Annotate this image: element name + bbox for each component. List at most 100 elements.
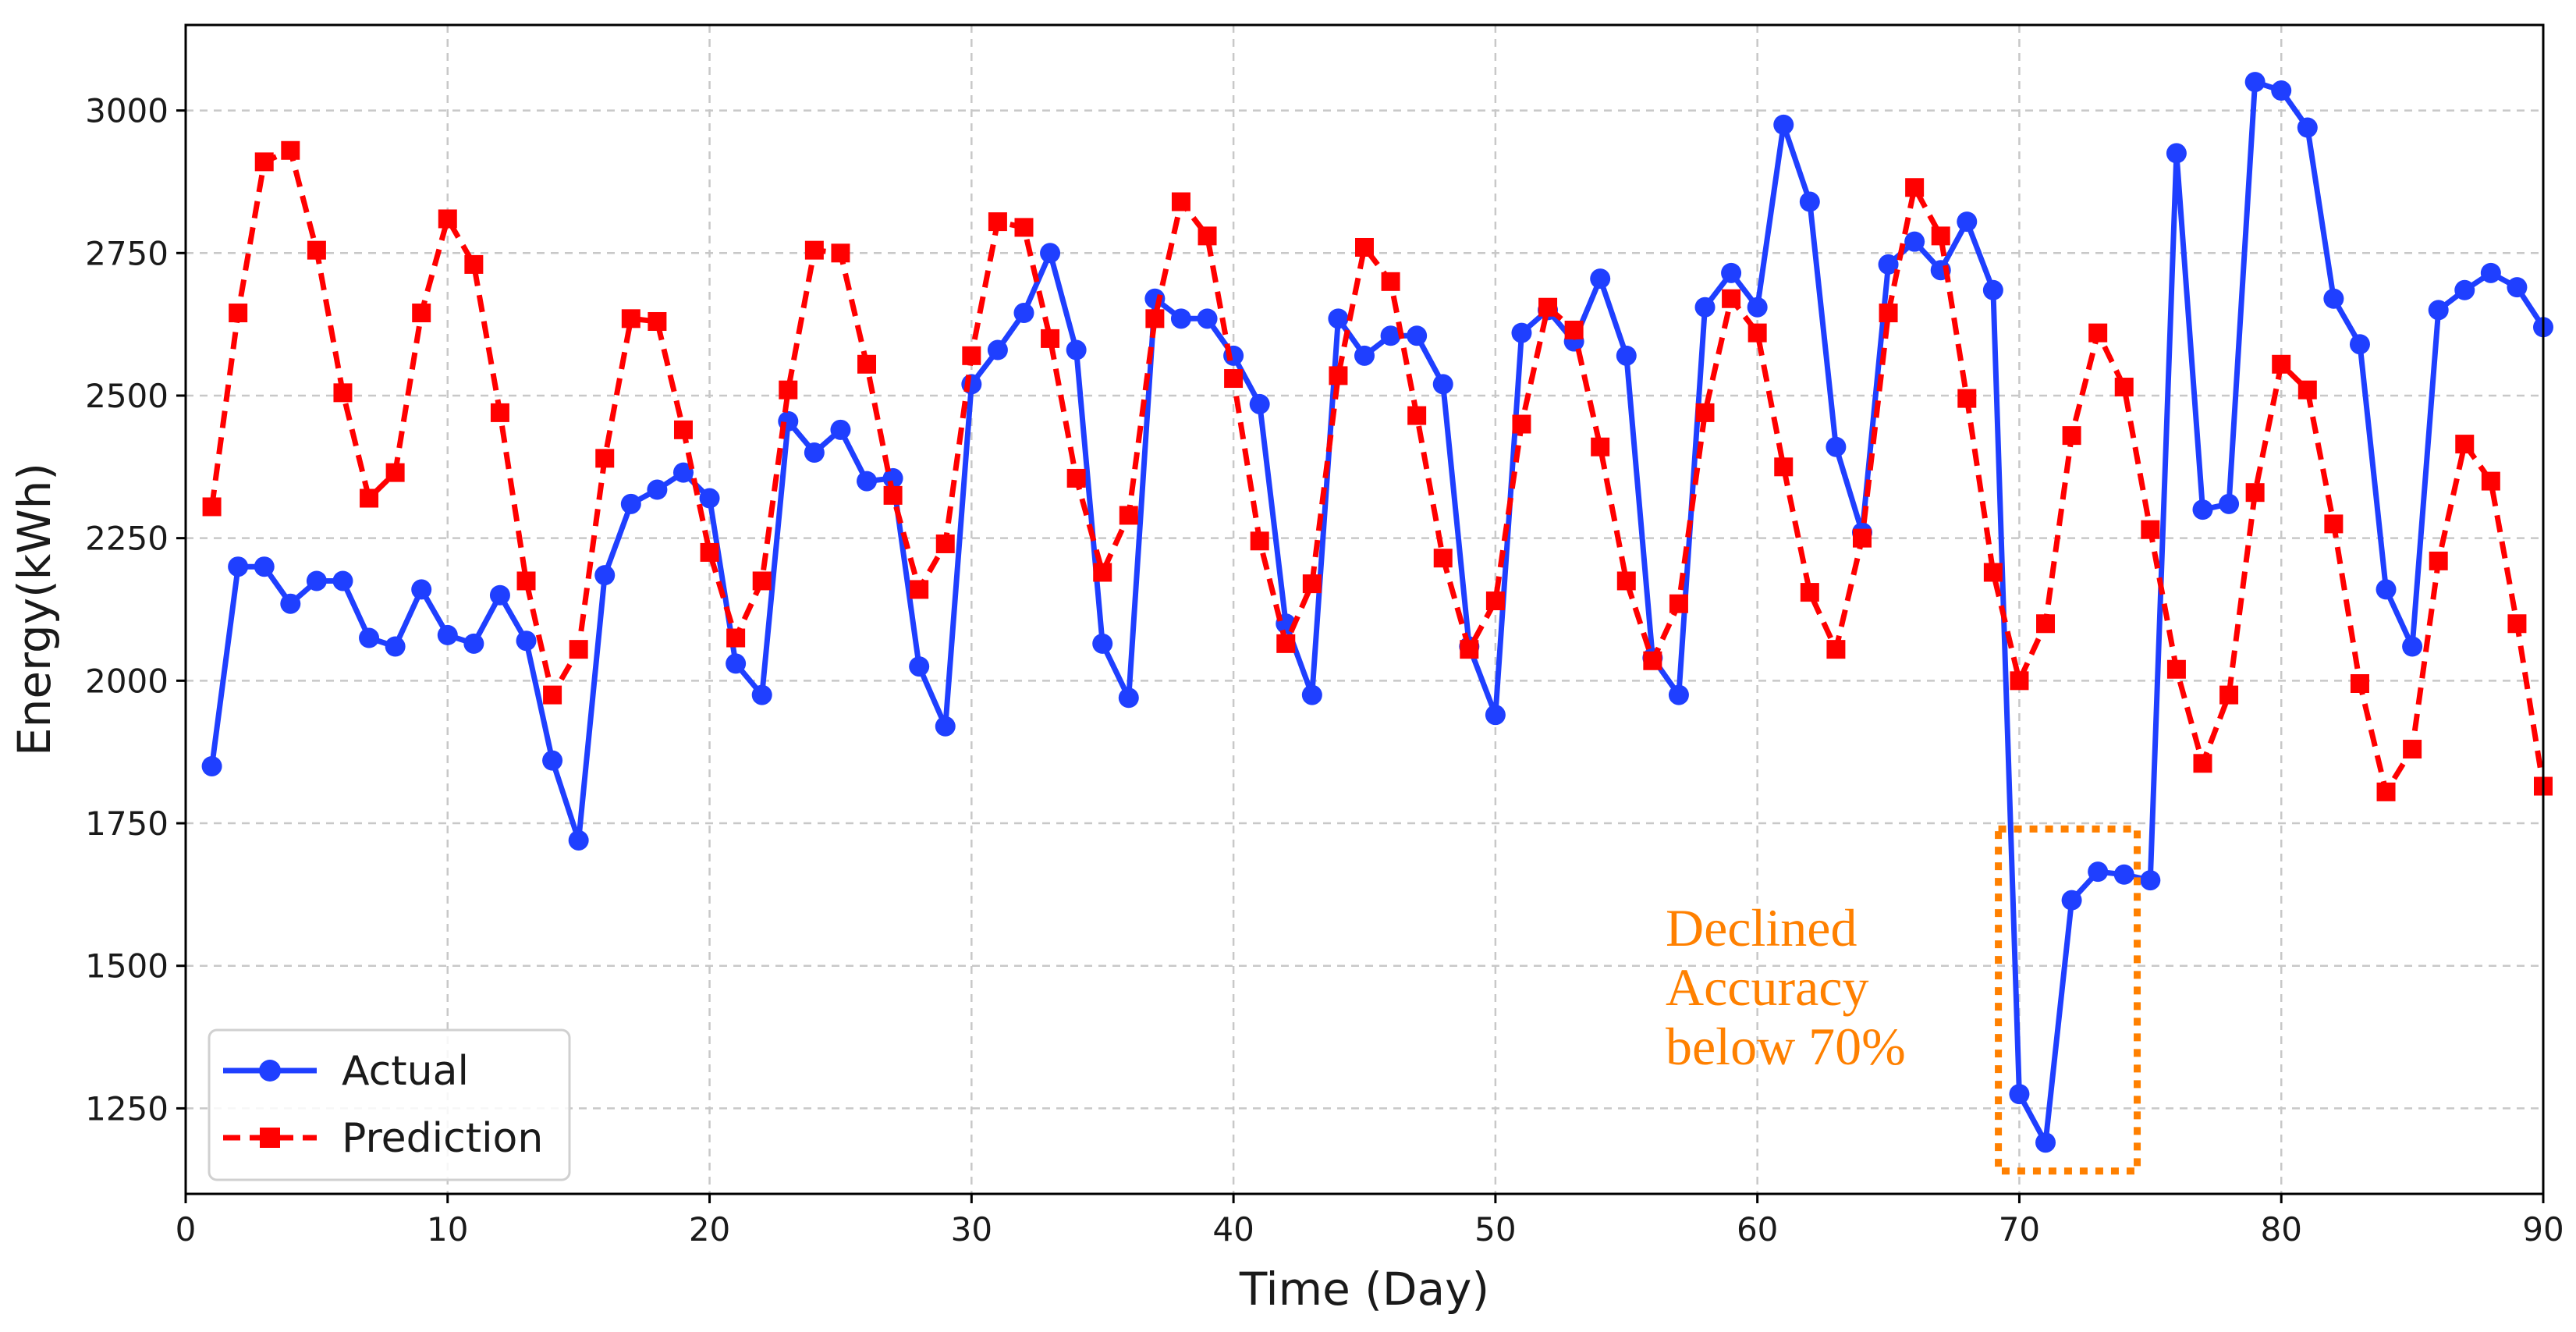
prediction-point xyxy=(254,152,274,172)
actual-point xyxy=(699,488,720,509)
prediction-point xyxy=(543,685,562,705)
prediction-point xyxy=(988,212,1007,232)
actual-point xyxy=(2349,334,2370,355)
prediction-point xyxy=(1433,549,1453,568)
prediction-point xyxy=(1198,226,1217,246)
axes: 0 10 20 30 40 50 60 70 80 90 1250 1500 1750 2000 2250 2… xyxy=(8,23,2564,1316)
prediction-point xyxy=(1616,571,1636,591)
actual-point xyxy=(726,653,747,674)
actual-point xyxy=(568,829,589,851)
prediction-point xyxy=(883,485,903,505)
y-tick-label: 2750 xyxy=(85,234,169,272)
prediction-line xyxy=(209,147,2546,795)
prediction-point xyxy=(1800,583,1819,602)
actual-point xyxy=(489,584,510,606)
actual-point xyxy=(1773,114,1794,135)
actual-point xyxy=(2166,143,2187,164)
series-actual xyxy=(201,72,2553,1153)
prediction-point xyxy=(2507,614,2527,634)
prediction-point xyxy=(1460,640,1479,659)
actual-point xyxy=(516,630,537,652)
prediction-point xyxy=(1826,640,1846,659)
y-tick-label: 1750 xyxy=(85,805,169,843)
prediction-point xyxy=(569,640,588,659)
prediction-point xyxy=(1879,304,1898,323)
actual-point xyxy=(1301,684,1322,705)
actual-point xyxy=(1066,339,1087,361)
actual-point xyxy=(2219,493,2240,514)
actual-point xyxy=(1407,325,1428,346)
actual-point xyxy=(804,442,825,464)
actual-point xyxy=(751,684,772,705)
prediction-point xyxy=(700,542,719,562)
x-axis-label: Time (Day) xyxy=(1239,1263,1489,1316)
actual-point xyxy=(2035,1132,2056,1153)
y-axis-label: Energy(kWh) xyxy=(8,463,61,756)
prediction-point xyxy=(2376,782,2396,801)
prediction-point xyxy=(490,403,509,422)
prediction-point xyxy=(1983,563,2003,582)
prediction-point xyxy=(1171,192,1190,211)
series-layer xyxy=(201,72,2553,1153)
actual-point xyxy=(672,462,694,483)
prediction-point xyxy=(2036,614,2056,634)
actual-point xyxy=(2271,80,2292,101)
prediction-point xyxy=(1643,651,1662,670)
actual-point xyxy=(935,716,956,737)
actual-point xyxy=(2113,864,2134,885)
actual-point xyxy=(1826,436,1847,457)
prediction-point xyxy=(1722,289,1741,308)
actual-point xyxy=(1878,254,1899,275)
actual-point xyxy=(2428,300,2449,321)
prediction-point xyxy=(516,571,536,591)
actual-point xyxy=(2061,890,2082,911)
x-tick-label: 80 xyxy=(2260,1210,2301,1249)
prediction-point xyxy=(464,254,484,274)
actual-point xyxy=(332,570,353,591)
prediction-point xyxy=(910,580,929,599)
prediction-point xyxy=(595,449,615,468)
y-tick-label: 2250 xyxy=(85,520,169,558)
actual-point xyxy=(385,636,406,657)
prediction-point xyxy=(1957,389,1977,408)
actual-point xyxy=(2192,499,2213,520)
actual-point xyxy=(463,633,484,654)
prediction-point xyxy=(1329,366,1348,385)
actual-point xyxy=(1694,297,1716,318)
actual-point xyxy=(2454,279,2475,300)
actual-point xyxy=(1616,345,1637,366)
series-prediction xyxy=(202,140,2553,801)
actual-point xyxy=(1590,268,1611,289)
actual-point xyxy=(909,656,930,677)
prediction-point xyxy=(1852,528,1872,548)
prediction-point xyxy=(1695,403,1715,422)
prediction-point xyxy=(2193,754,2212,773)
plot-frame xyxy=(184,23,2545,1195)
prediction-point xyxy=(1119,506,1138,525)
legend-marker-actual xyxy=(259,1060,281,1082)
actual-point xyxy=(280,593,301,614)
actual-point xyxy=(1432,374,1453,395)
prediction-point xyxy=(1014,218,1034,237)
actual-point xyxy=(620,493,641,514)
x-tick-label: 0 xyxy=(176,1210,197,1249)
actual-point xyxy=(1118,687,1139,709)
prediction-point xyxy=(1931,226,1950,246)
prediction-point xyxy=(1276,634,1296,653)
prediction-point xyxy=(2088,323,2108,343)
prediction-point xyxy=(1407,406,1427,425)
actual-point xyxy=(2376,579,2397,600)
actual-point xyxy=(201,755,222,776)
prediction-point xyxy=(1774,457,1794,477)
prediction-point xyxy=(1538,297,1558,317)
actual-point xyxy=(1485,705,1506,726)
annotation-text-line: Declined xyxy=(1666,898,1857,957)
actual-point xyxy=(1904,231,1925,252)
legend-marker-prediction xyxy=(260,1128,280,1148)
actual-point xyxy=(1380,325,1401,346)
actual-point xyxy=(1721,262,1742,283)
actual-point xyxy=(1957,211,1978,233)
